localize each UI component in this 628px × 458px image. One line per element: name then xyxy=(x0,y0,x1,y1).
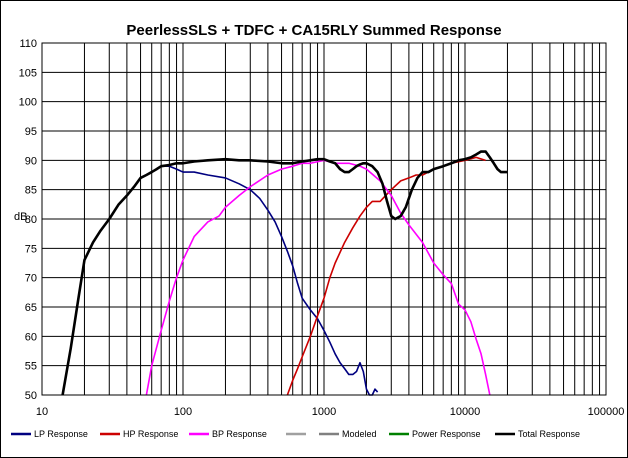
grid xyxy=(42,43,606,395)
x-axis-ticks: 10 100 1000 10000 100000 xyxy=(36,406,624,418)
y-tick-label: 110 xyxy=(19,38,37,50)
y-tick-label: 100 xyxy=(19,97,37,109)
x-tick-label: 1000 xyxy=(312,406,336,418)
y-tick-label: 60 xyxy=(25,331,37,343)
y-tick-label: 70 xyxy=(25,273,37,285)
plot-border xyxy=(41,42,607,396)
x-tick-label: 100 xyxy=(174,406,192,418)
y-tick-label: 80 xyxy=(25,214,37,226)
y-tick-label: 85 xyxy=(25,185,37,197)
y-tick-label: 105 xyxy=(19,67,37,79)
y-axis-ticks: 50 55 60 65 70 75 80 85 90 95 100 105 110 xyxy=(19,38,37,402)
y-axis-label: dB xyxy=(14,211,27,223)
legend: LP Response HP Response BP Response Modeled… xyxy=(11,429,580,439)
legend-label-total: Total Response xyxy=(518,429,580,439)
legend-label-bp: BP Response xyxy=(212,429,267,439)
y-tick-label: 95 xyxy=(25,126,37,138)
x-tick-label: 10 xyxy=(36,406,48,418)
legend-label-hp: HP Response xyxy=(123,429,178,439)
y-tick-label: 55 xyxy=(25,361,37,373)
legend-label-power: Power Response xyxy=(412,429,481,439)
y-tick-label: 75 xyxy=(25,243,37,255)
series-group xyxy=(61,150,508,396)
legend-label-lp: LP Response xyxy=(34,429,88,439)
y-tick-label: 90 xyxy=(25,155,37,167)
chart-title: PeerlessSLS + TDFC + CA15RLY Summed Resp… xyxy=(126,22,501,39)
legend-label-modeled: Modeled xyxy=(342,429,377,439)
y-tick-label: 65 xyxy=(25,302,37,314)
series-line-total-response xyxy=(61,150,508,396)
x-tick-label: 10000 xyxy=(450,406,481,418)
y-tick-label: 50 xyxy=(25,390,37,402)
x-tick-label: 100000 xyxy=(588,406,625,418)
